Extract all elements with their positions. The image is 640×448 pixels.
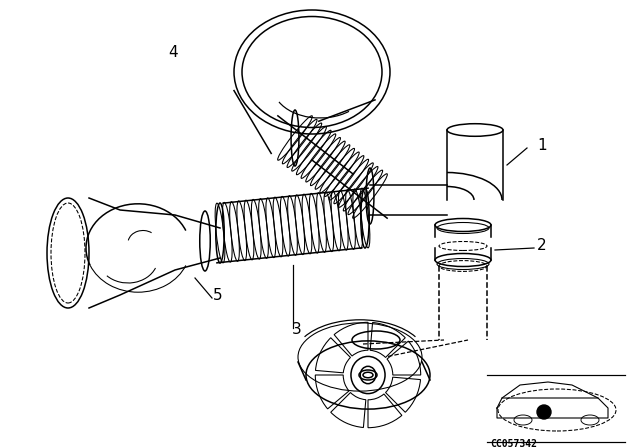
Text: 2: 2 xyxy=(537,237,547,253)
Text: 3: 3 xyxy=(292,323,301,337)
Text: CC057342: CC057342 xyxy=(490,439,537,448)
Text: 1: 1 xyxy=(537,138,547,152)
Text: 4: 4 xyxy=(168,44,178,60)
Circle shape xyxy=(537,405,551,419)
Text: 5: 5 xyxy=(213,289,223,303)
